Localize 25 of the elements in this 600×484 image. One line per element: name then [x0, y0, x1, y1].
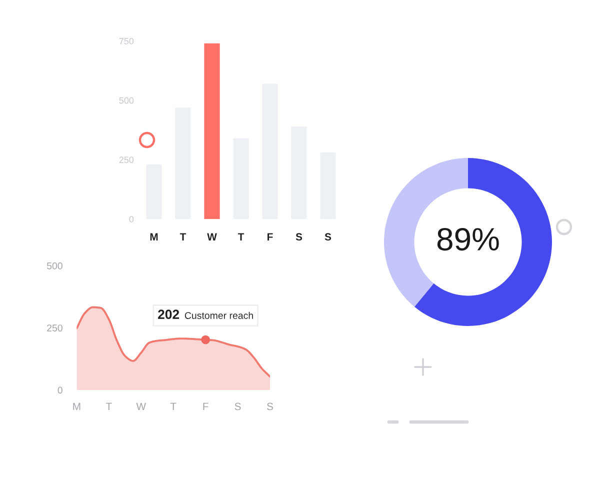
x-tick-label: T — [238, 233, 244, 240]
x-tick-label: S — [324, 233, 332, 241]
text: 89% — [437, 228, 499, 251]
x-tick-label: F — [268, 233, 273, 240]
x-tick-label: S — [296, 233, 302, 241]
x-tick-label: T — [106, 402, 112, 410]
x-tick-label: S — [234, 402, 241, 410]
x-tick-label: M — [150, 233, 158, 240]
y-tick-label: 250 — [119, 156, 134, 164]
annotation: 202 Customer reach — [158, 310, 253, 320]
x-tick-label: W — [136, 402, 146, 410]
y-tick-label: 500 — [46, 262, 62, 270]
donut-slice — [414, 158, 552, 326]
y-tick-label: 250 — [47, 324, 62, 332]
y-tick-label: 0 — [58, 386, 62, 394]
y-tick-label: 750 — [119, 38, 134, 44]
x-tick-label: W — [207, 233, 217, 240]
x-tick-label: S — [267, 402, 273, 410]
bar — [204, 43, 220, 219]
x-tick-label: M — [73, 402, 80, 410]
y-tick-label: 500 — [119, 97, 134, 104]
x-tick-label: T — [170, 402, 176, 410]
x-tick-label: F — [203, 402, 208, 410]
x-tick-label: T — [180, 233, 186, 240]
y-tick-label: 0 — [129, 216, 134, 222]
